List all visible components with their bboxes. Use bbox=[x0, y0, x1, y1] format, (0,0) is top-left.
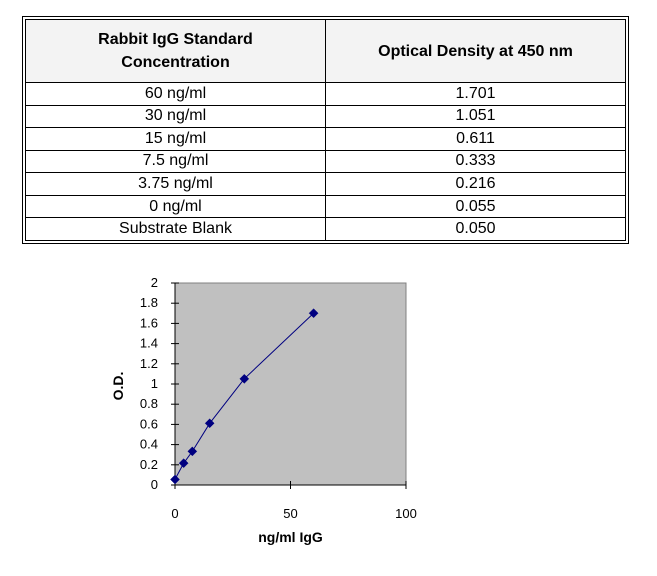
table-row: Substrate Blank 0.050 bbox=[25, 217, 626, 241]
x-tick-label: 50 bbox=[283, 506, 297, 521]
y-tick-label: 1.4 bbox=[140, 336, 158, 351]
data-point bbox=[204, 418, 215, 429]
cell-concentration: Substrate Blank bbox=[25, 217, 326, 241]
y-tick-label: 1.8 bbox=[140, 295, 158, 310]
table-row: 3.75 ng/ml 0.216 bbox=[25, 172, 626, 196]
y-tick-label: 0.2 bbox=[140, 457, 158, 472]
cell-optical-density: 0.216 bbox=[325, 172, 626, 196]
cell-concentration: 0 ng/ml bbox=[25, 194, 326, 219]
y-tick-label: 1.6 bbox=[140, 315, 158, 330]
y-tick-label: 1.2 bbox=[140, 356, 158, 371]
x-tick-label: 0 bbox=[171, 506, 178, 521]
cell-optical-density: 0.055 bbox=[325, 194, 626, 219]
data-point bbox=[170, 474, 180, 485]
data-point bbox=[178, 458, 189, 469]
y-tick-label: 0.4 bbox=[140, 437, 158, 452]
header-concentration-line2: Concentration bbox=[121, 54, 230, 71]
y-tick-label: 0.8 bbox=[140, 396, 158, 411]
cell-optical-density: 1.701 bbox=[325, 82, 626, 106]
cell-optical-density: 0.611 bbox=[325, 127, 626, 151]
standard-curve-table: Rabbit IgG Standard Concentration Optica… bbox=[25, 19, 626, 241]
y-axis-title: O.D. bbox=[110, 372, 126, 401]
cell-concentration: 15 ng/ml bbox=[25, 127, 326, 151]
cell-concentration: 60 ng/ml bbox=[25, 82, 326, 106]
cell-optical-density: 0.333 bbox=[325, 149, 626, 174]
table-row: 15 ng/ml 0.611 bbox=[25, 127, 626, 151]
plot-area bbox=[174, 282, 407, 486]
table-row: 30 ng/ml 1.051 bbox=[25, 104, 626, 129]
x-tick-label: 100 bbox=[395, 506, 417, 521]
cell-optical-density: 1.051 bbox=[325, 104, 626, 129]
cell-optical-density: 0.050 bbox=[325, 217, 626, 241]
y-tick-label: 2 bbox=[151, 275, 158, 290]
header-concentration: Rabbit IgG Standard Concentration bbox=[25, 19, 326, 83]
cell-concentration: 7.5 ng/ml bbox=[25, 149, 326, 174]
header-optical-density: Optical Density at 450 nm bbox=[325, 19, 626, 83]
data-point bbox=[239, 373, 250, 384]
table-header-row: Rabbit IgG Standard Concentration Optica… bbox=[25, 19, 626, 83]
cell-concentration: 3.75 ng/ml bbox=[25, 172, 326, 196]
table-row: 60 ng/ml 1.701 bbox=[25, 82, 626, 106]
table-row: 0 ng/ml 0.055 bbox=[25, 194, 626, 219]
x-axis-title: ng/ml IgG bbox=[258, 529, 323, 545]
cell-concentration: 30 ng/ml bbox=[25, 104, 326, 129]
standard-curve-chart: 0 0.2 0.4 0.6 0.8 1 1.2 1.4 1.6 1.8 2 0 50 100 ng/ml I… bbox=[100, 268, 440, 553]
y-tick-label: 0 bbox=[151, 477, 158, 492]
y-tick-label: 1 bbox=[151, 376, 158, 391]
y-tick-label: 0.6 bbox=[140, 416, 158, 431]
header-concentration-line1: Rabbit IgG Standard bbox=[98, 31, 253, 48]
standard-curve-table-frame: Rabbit IgG Standard Concentration Optica… bbox=[22, 16, 629, 244]
data-point bbox=[187, 446, 198, 457]
data-point bbox=[308, 308, 319, 319]
chart-svg: 0 0.2 0.4 0.6 0.8 1 1.2 1.4 1.6 1.8 2 0 50 100 ng/ml I… bbox=[110, 275, 417, 545]
table-row: 7.5 ng/ml 0.333 bbox=[25, 149, 626, 174]
